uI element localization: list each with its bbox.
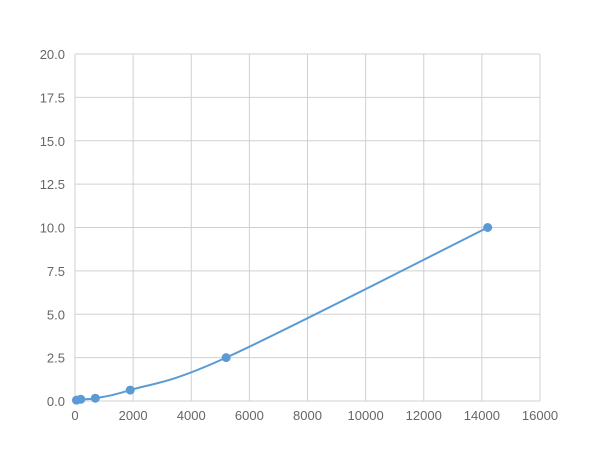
x-tick-label: 2000 <box>119 408 148 423</box>
x-tick-label: 10000 <box>348 408 384 423</box>
y-tick-label: 0.0 <box>47 394 65 409</box>
y-tick-label: 20.0 <box>40 47 65 62</box>
x-tick-label: 14000 <box>464 408 500 423</box>
x-tick-label: 0 <box>71 408 78 423</box>
y-tick-label: 5.0 <box>47 307 65 322</box>
y-tick-label: 12.5 <box>40 177 65 192</box>
data-point <box>90 393 100 403</box>
y-tick-label: 2.5 <box>47 351 65 366</box>
x-tick-label: 8000 <box>293 408 322 423</box>
x-tick-label: 4000 <box>177 408 206 423</box>
data-point <box>76 394 86 404</box>
data-point <box>483 223 493 232</box>
x-tick-label: 6000 <box>235 408 264 423</box>
y-tick-label: 7.5 <box>47 264 65 279</box>
data-point <box>125 385 135 395</box>
x-tick-label: 12000 <box>406 408 442 423</box>
y-tick-label: 10.0 <box>40 221 65 236</box>
x-tick-label: 16000 <box>522 408 558 423</box>
y-tick-label: 17.5 <box>40 90 65 105</box>
data-point <box>221 353 231 363</box>
y-tick-label: 15.0 <box>40 134 65 149</box>
